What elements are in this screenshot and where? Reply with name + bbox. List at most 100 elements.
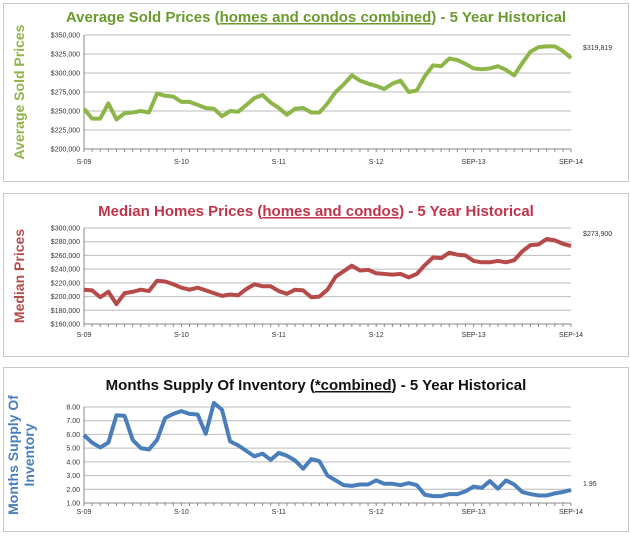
data-point	[270, 459, 272, 461]
data-point	[148, 290, 150, 292]
data-point	[286, 114, 288, 116]
y-tick-label: $280,000	[51, 239, 80, 246]
data-point	[546, 494, 548, 496]
x-tick-label: S-11	[272, 332, 286, 339]
data-point	[164, 95, 166, 97]
data-point	[424, 75, 426, 77]
data-point	[197, 104, 199, 106]
data-point	[262, 453, 264, 455]
data-point	[229, 440, 231, 442]
y-tick-label: $200,000	[51, 294, 80, 301]
data-point	[505, 69, 507, 71]
data-point	[562, 491, 564, 493]
data-point	[513, 483, 515, 485]
y-tick-label: 4.00	[66, 459, 80, 466]
data-point	[359, 483, 361, 485]
data-point	[408, 91, 410, 93]
data-point	[245, 288, 247, 290]
data-point	[554, 492, 556, 494]
months-supply-chart: Months Supply Of Inventory (*combined) -…	[3, 367, 629, 532]
data-point	[205, 107, 207, 109]
y-axis-title: Average Sold Prices	[11, 24, 27, 159]
data-point	[107, 442, 109, 444]
data-point	[310, 112, 312, 114]
data-point	[278, 107, 280, 109]
data-point	[237, 294, 239, 296]
data-point	[262, 94, 264, 96]
data-point	[408, 276, 410, 278]
x-tick-label: S-12	[369, 509, 384, 516]
data-point	[513, 74, 515, 76]
data-point	[343, 484, 345, 486]
data-point	[383, 88, 385, 90]
data-point	[180, 101, 182, 103]
data-point	[335, 276, 337, 278]
data-point	[367, 83, 369, 85]
data-point	[99, 118, 101, 120]
data-point	[562, 243, 564, 245]
y-tick-label: $225,000	[51, 128, 80, 135]
data-point	[132, 112, 134, 114]
data-point	[229, 294, 231, 296]
series-line	[83, 236, 572, 307]
data-point	[278, 452, 280, 454]
x-tick-label: SEP-13	[462, 332, 486, 339]
data-point	[148, 449, 150, 451]
data-point	[367, 269, 369, 271]
data-point	[140, 289, 142, 291]
data-point	[473, 486, 475, 488]
x-tick-label: S-10	[174, 332, 189, 339]
data-point	[310, 458, 312, 460]
data-point	[124, 292, 126, 294]
data-point	[294, 459, 296, 461]
data-point	[497, 65, 499, 67]
data-point	[359, 80, 361, 82]
data-point	[383, 483, 385, 485]
data-point	[91, 118, 93, 120]
data-point	[213, 292, 215, 294]
data-point	[554, 239, 556, 241]
data-point	[432, 256, 434, 258]
data-point	[391, 274, 393, 276]
data-point	[538, 243, 540, 245]
data-point	[99, 446, 101, 448]
end-value-label: $319,819	[583, 45, 612, 52]
data-point	[327, 475, 328, 477]
data-point	[197, 287, 199, 289]
data-point	[400, 484, 402, 486]
data-point	[513, 259, 515, 261]
data-point	[343, 270, 345, 272]
data-point	[318, 460, 320, 462]
data-point	[440, 495, 442, 497]
data-point	[213, 108, 215, 110]
data-point	[294, 108, 296, 110]
data-point	[351, 74, 353, 76]
data-point	[538, 46, 540, 48]
y-tick-label: 6.00	[66, 432, 80, 439]
data-point	[107, 102, 109, 104]
data-point	[529, 244, 531, 246]
data-point	[375, 272, 377, 274]
y-tick-label: $350,000	[51, 33, 80, 40]
data-point	[156, 93, 158, 95]
data-point	[408, 482, 410, 484]
y-tick-label: $300,000	[51, 226, 80, 233]
data-point	[91, 442, 93, 444]
average-sold-prices-chart: Average Sold Prices (homes and condos co…	[3, 3, 629, 182]
data-point	[310, 296, 312, 298]
data-point	[400, 273, 402, 275]
data-point	[473, 67, 475, 69]
chart-title: Median Homes Prices (homes and condos) -…	[98, 203, 534, 220]
data-point	[570, 57, 572, 59]
data-point	[180, 287, 182, 289]
data-point	[270, 102, 272, 104]
data-point	[529, 493, 531, 495]
data-point	[262, 285, 264, 287]
data-point	[115, 303, 117, 305]
x-tick-label: S-12	[369, 159, 384, 166]
x-tick-label: S-11	[272, 159, 286, 166]
y-tick-label: $200,000	[51, 147, 80, 154]
data-point	[489, 480, 491, 482]
y-tick-label: $260,000	[51, 253, 80, 260]
y-tick-label: 5.00	[66, 446, 80, 453]
